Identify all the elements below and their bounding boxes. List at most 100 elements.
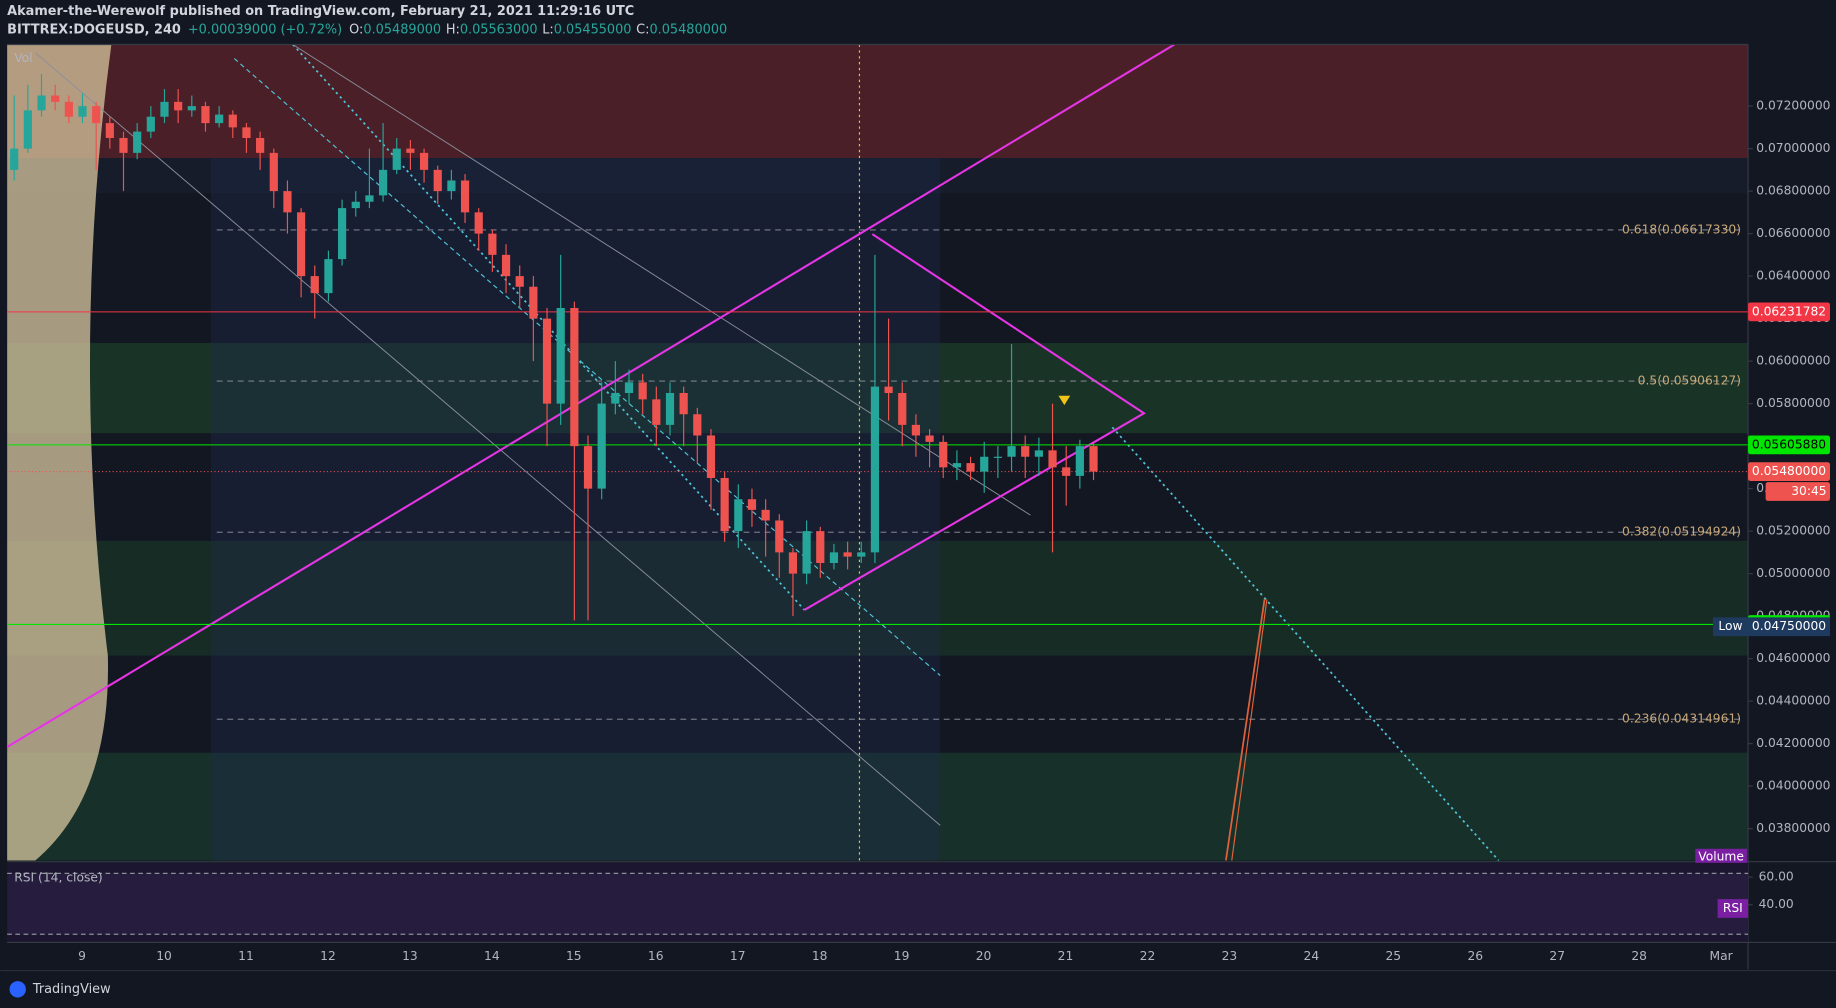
change: +0.00039000 (+0.72%) xyxy=(188,22,342,37)
candle-body xyxy=(256,137,265,153)
pink-wedge xyxy=(803,233,1146,611)
date-label: 25 xyxy=(1385,949,1401,963)
date-label: 27 xyxy=(1549,949,1565,963)
ohlc-value: 0.05563000 xyxy=(460,22,538,37)
date-label: Mar xyxy=(1710,949,1734,963)
arrow-line xyxy=(1225,599,1266,861)
price-tag-text: 0.05605880 xyxy=(1752,437,1826,451)
volume-tag xyxy=(1695,848,1747,863)
date-label: 16 xyxy=(648,949,664,963)
date-label: 13 xyxy=(402,949,418,963)
candle-body xyxy=(419,152,429,170)
date-label: 19 xyxy=(894,949,910,963)
ohlc-key: L: xyxy=(542,22,554,37)
date-label: 22 xyxy=(1140,949,1156,963)
candle-body xyxy=(570,307,579,447)
candle-body xyxy=(133,131,142,153)
candle-body xyxy=(187,106,196,111)
candle-body xyxy=(829,552,839,563)
candle-body xyxy=(105,123,114,138)
candle-body xyxy=(816,531,825,563)
price-tick-label: 0.06800000 xyxy=(1756,184,1830,198)
candle-body xyxy=(939,441,948,468)
volume-profile xyxy=(7,44,112,861)
candle-body xyxy=(638,382,647,400)
candle-body xyxy=(201,106,210,124)
candle-body xyxy=(269,152,278,192)
candle-body xyxy=(351,201,360,209)
measure-box xyxy=(210,158,941,861)
fib-label: 0.236(0.04314961) xyxy=(1622,712,1741,726)
candle-body xyxy=(283,191,292,213)
support-zone xyxy=(7,752,1749,861)
price-tick-label: 0.05200000 xyxy=(1756,524,1830,538)
candle-body xyxy=(488,233,497,255)
price-tag xyxy=(1748,302,1830,322)
price-tag-text: 0.05480000 xyxy=(1752,464,1826,478)
candle-body xyxy=(78,106,87,117)
marker xyxy=(1058,395,1071,406)
low-tag-name-bg xyxy=(1712,617,1749,637)
candle-body xyxy=(884,386,893,393)
candle-body xyxy=(310,276,319,294)
price-tag xyxy=(1748,462,1830,481)
candle-body xyxy=(515,276,524,287)
candle-body xyxy=(174,101,183,111)
rsi-band xyxy=(7,873,1749,935)
candle-body xyxy=(843,552,852,557)
candle-body xyxy=(802,531,811,574)
candle-body xyxy=(92,106,101,124)
price-tick-label: 0.06600000 xyxy=(1756,226,1830,240)
support-zone xyxy=(7,540,1749,656)
candle-body xyxy=(529,286,538,319)
candle-body xyxy=(1034,450,1043,457)
candle-body xyxy=(337,208,347,260)
date-label: 9 xyxy=(78,949,86,963)
candle-body xyxy=(228,114,237,128)
candle-body xyxy=(583,446,593,489)
candles xyxy=(10,74,1098,621)
price-tag xyxy=(1748,435,1830,455)
fib-label: 0.382(0.05194924) xyxy=(1622,525,1741,539)
candle-body xyxy=(460,180,470,213)
zone-dark xyxy=(7,158,1749,194)
date-label: 15 xyxy=(566,949,582,963)
labels: 0.07200000 0.07000000 0.06800000 0.06600000… xyxy=(78,99,1830,963)
volume-tag-text: Volume xyxy=(1698,849,1744,863)
candle-body xyxy=(297,212,306,277)
countdown-tag xyxy=(1765,482,1830,501)
symbol: BITTREX:DOGEUSD, 240 xyxy=(7,22,181,37)
candle-body xyxy=(242,127,251,138)
logo xyxy=(9,981,26,998)
channel-line xyxy=(34,52,941,826)
price-tick-label: 0.06000000 xyxy=(1756,354,1830,368)
candle-body xyxy=(1089,446,1098,472)
date-label: 23 xyxy=(1222,949,1238,963)
rsi-title: RSI (14, close) xyxy=(14,871,103,885)
ohlc-value: 0.05489000 xyxy=(363,22,441,37)
date-label: 28 xyxy=(1631,949,1647,963)
candle-body xyxy=(474,212,483,234)
price-tick-label: 0.05800000 xyxy=(1756,396,1830,410)
candle-body xyxy=(993,456,1002,458)
countdown: 30:45 xyxy=(1791,484,1826,498)
low-tag-text: 0.04750000 xyxy=(1752,619,1826,633)
date-label: 26 xyxy=(1467,949,1483,963)
date-label: 17 xyxy=(730,949,746,963)
candle-body xyxy=(10,148,19,170)
candle-body xyxy=(761,509,770,521)
candle-body xyxy=(611,392,620,404)
candle-body xyxy=(911,424,921,436)
candle-body xyxy=(925,435,934,442)
candle-body xyxy=(1021,446,1030,457)
ohlc-value: 0.05480000 xyxy=(649,22,727,37)
candle-body xyxy=(706,435,716,478)
candle-body xyxy=(788,552,798,574)
candle-body xyxy=(215,114,224,124)
candle-body xyxy=(665,392,675,425)
rsi-tag xyxy=(1717,899,1749,918)
price-tick-label: 0.04400000 xyxy=(1756,694,1830,708)
low-tag-name: Low xyxy=(1718,619,1742,633)
rsi-tag-text: RSI xyxy=(1723,901,1743,915)
candle-body xyxy=(597,403,606,489)
